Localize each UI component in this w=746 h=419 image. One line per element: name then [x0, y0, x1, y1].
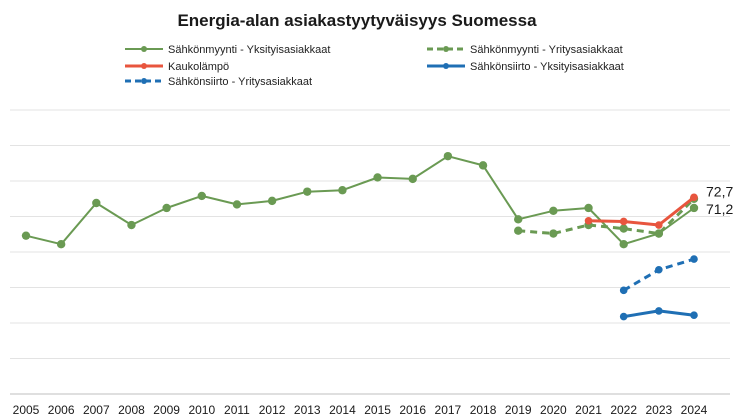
data-label: 71,2: [706, 201, 733, 217]
data-point: [408, 174, 417, 184]
legend-marker: [141, 46, 147, 52]
data-point: [92, 198, 101, 208]
x-tick-label: 2007: [83, 403, 110, 417]
data-point: [655, 221, 663, 229]
legend-entry: Sähkönsiirto - Yritysasiakkaat: [125, 76, 312, 88]
data-point: [655, 307, 663, 315]
x-tick-label: 2016: [399, 403, 426, 417]
data-point: [338, 186, 347, 195]
series-line: [588, 196, 695, 227]
legend-entry: Sähkönmyynti - Yksityisasiakkaat: [125, 44, 330, 56]
series-line: [518, 197, 696, 235]
data-point: [162, 203, 171, 213]
x-tick-label: 2013: [294, 403, 321, 417]
data-point: [267, 196, 277, 206]
x-tick-label: 2012: [259, 403, 286, 417]
x-axis: 2005 2006 2007 2008 2009 2010 2011 2012 2013 2014…: [13, 403, 708, 417]
data-point: [478, 161, 488, 170]
data-point: [443, 151, 453, 161]
data-point: [127, 220, 136, 230]
data-point: [690, 193, 698, 202]
chart-title: Energia-alan asiakastyytyväisyys Suomess…: [177, 11, 537, 30]
x-tick-label: 2006: [48, 403, 75, 417]
series-line: [25, 155, 695, 246]
data-point: [549, 229, 558, 238]
data-point: [232, 200, 242, 209]
x-tick-label: 2022: [610, 403, 637, 417]
legend-marker: [141, 78, 147, 84]
data-point: [584, 216, 593, 225]
legend-label: Sähkönsiirto - Yritysasiakkaat: [168, 76, 312, 88]
x-tick-label: 2010: [188, 403, 215, 417]
data-point: [619, 286, 628, 295]
data-label: 72,7: [706, 183, 733, 199]
legend-entry: Sähkönmyynti - Yritysasiakkaat: [427, 44, 623, 56]
data-point: [514, 215, 523, 224]
x-tick-label: 2005: [13, 403, 40, 417]
legend-label: Kaukolämpö: [168, 61, 229, 73]
series-2: [584, 193, 698, 229]
legend-entry: Kaukolämpö: [125, 61, 229, 73]
data-point: [584, 203, 593, 213]
data-point: [655, 265, 663, 274]
x-tick-label: 2015: [364, 403, 391, 417]
legend-label: Sähkönmyynti - Yksityisasiakkaat: [168, 44, 330, 56]
series-3: [619, 307, 698, 321]
annotations: 72,7 71,2: [706, 183, 733, 217]
series-0: [21, 151, 699, 249]
x-tick-label: 2009: [153, 403, 180, 417]
series-group: [21, 151, 699, 321]
gridlines: [10, 109, 730, 395]
x-tick-label: 2011: [224, 403, 250, 417]
series-4: [619, 255, 698, 295]
x-tick-label: 2024: [681, 403, 708, 417]
series-line: [622, 257, 695, 292]
data-point: [549, 206, 558, 216]
legend-entry: Sähkönsiirto - Yksityisasiakkaat: [427, 61, 624, 73]
data-point: [21, 231, 31, 240]
data-point: [197, 191, 206, 201]
data-point: [303, 187, 312, 196]
data-point: [514, 226, 523, 235]
data-point: [373, 173, 382, 182]
x-tick-label: 2014: [329, 403, 356, 417]
data-point: [619, 312, 628, 321]
x-tick-label: 2019: [505, 403, 532, 417]
legend: Sähkönmyynti - Yksityisasiakkaat Sähkönmy…: [125, 44, 624, 88]
legend-marker: [443, 63, 449, 69]
legend-label: Sähkönmyynti - Yritysasiakkaat: [470, 44, 623, 56]
data-point: [689, 203, 699, 213]
data-point: [56, 239, 66, 249]
data-point: [619, 217, 628, 226]
data-point: [690, 311, 698, 319]
legend-marker: [141, 63, 147, 69]
legend-label: Sähkönsiirto - Yksityisasiakkaat: [470, 61, 624, 73]
data-point: [690, 255, 698, 263]
x-tick-label: 2020: [540, 403, 567, 417]
x-tick-label: 2021: [575, 403, 602, 417]
x-tick-label: 2008: [118, 403, 145, 417]
x-tick-label: 2017: [435, 403, 462, 417]
legend-marker: [443, 46, 449, 52]
x-tick-label: 2018: [470, 403, 497, 417]
x-tick-label: 2023: [645, 403, 672, 417]
data-point: [654, 229, 664, 238]
data-point: [619, 239, 628, 249]
data-point: [619, 224, 628, 233]
